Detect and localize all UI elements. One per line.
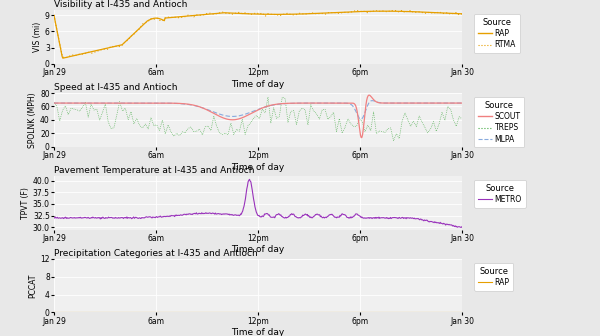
Text: Pavement Temperature at I-435 and Antioch: Pavement Temperature at I-435 and Antioc… [54,166,254,175]
Legend: METRO: METRO [474,180,526,208]
Text: Speed at I-435 and Antioch: Speed at I-435 and Antioch [54,83,178,92]
Text: Visibility at I-435 and Antioch: Visibility at I-435 and Antioch [54,0,187,9]
X-axis label: Time of day: Time of day [232,328,284,336]
Legend: SCOUT, TREPS, MLPA: SCOUT, TREPS, MLPA [474,97,524,148]
Y-axis label: SPOLNK (MPH): SPOLNK (MPH) [28,92,37,148]
Text: Precipitation Categories at I-435 and Antioch: Precipitation Categories at I-435 and An… [54,249,258,258]
Legend: RAP, RTMA: RAP, RTMA [474,14,520,53]
Y-axis label: PCCAT: PCCAT [29,274,38,298]
X-axis label: Time of day: Time of day [232,246,284,254]
Legend: RAP: RAP [474,263,514,291]
Y-axis label: VIS (mi): VIS (mi) [33,22,42,52]
Y-axis label: TPVT (F): TPVT (F) [21,187,30,219]
X-axis label: Time of day: Time of day [232,163,284,171]
X-axis label: Time of day: Time of day [232,80,284,89]
